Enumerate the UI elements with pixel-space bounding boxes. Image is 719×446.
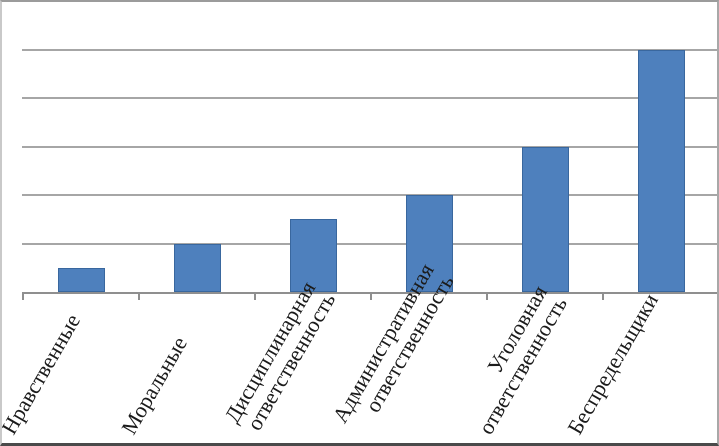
bar-6 (637, 49, 685, 292)
bar-5 (521, 146, 569, 292)
bar-1 (57, 267, 105, 292)
x-axis-label: Дисциплинарная ответственность (219, 276, 341, 435)
x-axis-label: Нравственные (0, 309, 86, 439)
axis-tick (602, 292, 604, 300)
axis-tick (138, 292, 140, 300)
gridline (22, 48, 719, 51)
axis-tick (254, 292, 256, 300)
bar-3 (289, 219, 337, 292)
gridline (22, 194, 719, 196)
gridline (22, 0, 719, 2)
x-axis-label: Административная ответственность (327, 258, 459, 427)
axis-tick (22, 292, 24, 300)
x-axis-label: Моральные (116, 332, 193, 439)
gridline (22, 97, 719, 99)
bar-2 (173, 243, 221, 292)
x-axis-label: Беспредельщики (562, 289, 663, 439)
axis-tick (370, 292, 372, 300)
gridline (22, 145, 719, 148)
bar-4 (405, 195, 453, 292)
x-axis-label: Уголовная ответственность (473, 281, 572, 439)
axis-tick (486, 292, 488, 300)
gridline (22, 242, 719, 245)
